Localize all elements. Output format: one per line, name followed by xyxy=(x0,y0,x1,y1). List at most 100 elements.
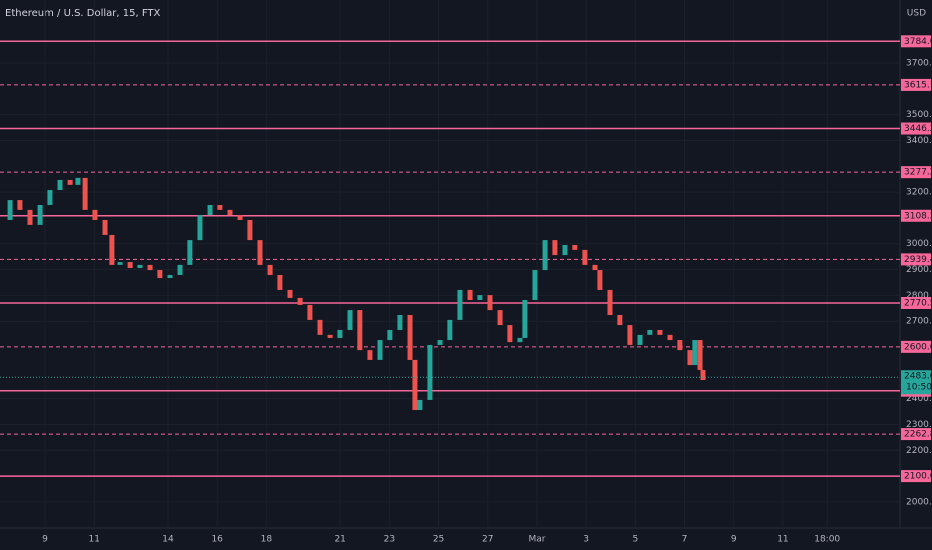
candle xyxy=(592,264,598,271)
x-tick-label: 25 xyxy=(433,535,444,545)
candle xyxy=(397,314,403,330)
level-label-box xyxy=(901,35,931,48)
countdown: 10:50 xyxy=(906,383,932,393)
level-label-box xyxy=(901,122,931,135)
chart-title: Ethereum / U.S. Dollar, 15, FTX xyxy=(5,8,161,19)
level-label-box xyxy=(901,78,931,91)
candle xyxy=(247,219,253,241)
candle xyxy=(117,262,123,265)
level-label: 2100.0 xyxy=(904,472,932,482)
candle xyxy=(109,234,115,265)
candle xyxy=(57,179,63,191)
candle xyxy=(477,295,483,301)
candle xyxy=(217,205,223,210)
candle xyxy=(287,289,293,298)
candle xyxy=(187,240,193,265)
level-label-box xyxy=(901,470,931,483)
level-label-box xyxy=(901,296,931,309)
candle xyxy=(347,310,353,330)
candle xyxy=(75,177,81,185)
candle xyxy=(387,329,393,341)
candle xyxy=(27,209,33,225)
candle xyxy=(542,240,548,271)
x-tick-label: 3 xyxy=(583,535,589,545)
level-label: 2262.8 xyxy=(904,430,932,440)
level-label: 3277.2 xyxy=(904,168,932,178)
candle xyxy=(227,209,233,216)
y-tick-label: 3400.0 xyxy=(906,136,932,146)
candle xyxy=(167,274,173,279)
candle xyxy=(700,369,706,381)
x-tick-label: 14 xyxy=(162,535,174,545)
x-tick-label: 16 xyxy=(211,535,223,545)
candle xyxy=(277,274,283,290)
candle xyxy=(337,329,343,338)
x-tick-label: 18 xyxy=(261,535,273,545)
y-tick-label: 2200.0 xyxy=(906,446,932,456)
x-tick-label: 5 xyxy=(632,535,638,545)
candle xyxy=(147,264,153,271)
candle xyxy=(367,350,373,360)
candle xyxy=(137,264,143,269)
level-label-box xyxy=(901,166,931,179)
candle xyxy=(517,337,523,343)
x-tick-label: 27 xyxy=(482,535,493,545)
candle xyxy=(607,289,613,315)
candle xyxy=(597,270,603,290)
candle xyxy=(427,344,433,400)
candle xyxy=(637,334,643,345)
level-label-box xyxy=(901,253,931,266)
candle xyxy=(562,245,568,256)
candle xyxy=(327,334,333,338)
candle xyxy=(377,340,383,360)
last-price-box xyxy=(901,370,931,395)
candle xyxy=(157,270,163,279)
candle xyxy=(67,179,73,185)
candle xyxy=(237,215,243,220)
x-tick-label: 21 xyxy=(334,535,345,545)
candle xyxy=(552,240,558,256)
y-tick-label: 3700.0 xyxy=(906,58,932,68)
y-tick-label: 3000.0 xyxy=(906,239,932,249)
candle xyxy=(697,340,703,370)
level-label: 2600.6 xyxy=(904,342,932,352)
candle xyxy=(487,295,493,311)
candle xyxy=(657,329,663,335)
candle xyxy=(407,314,413,360)
y-tick-label: 2300.0 xyxy=(906,420,932,430)
candle xyxy=(297,297,303,305)
candle xyxy=(572,245,578,250)
level-label: 2770.5 xyxy=(904,298,932,308)
level-label: 3446.2 xyxy=(904,124,932,134)
x-tick-label: 11 xyxy=(777,535,788,545)
level-label: 3784.0 xyxy=(904,37,932,47)
candle xyxy=(47,190,53,206)
candle xyxy=(532,270,538,301)
candle xyxy=(317,319,323,335)
candle xyxy=(522,300,528,338)
y-tick-label: 2700.0 xyxy=(906,317,932,327)
y-tick-label: 2400.0 xyxy=(906,394,932,404)
candle xyxy=(207,205,213,216)
x-tick-label: 23 xyxy=(384,535,395,545)
candle xyxy=(417,399,423,411)
y-tick-label: 2900.0 xyxy=(906,265,932,275)
level-label-box xyxy=(901,340,931,353)
y-tick-label: 2000.0 xyxy=(906,497,932,507)
currency: USD xyxy=(907,9,926,19)
candle xyxy=(92,209,98,220)
level-label-box xyxy=(901,209,931,222)
y-tick-label: 3500.0 xyxy=(906,110,932,120)
candle xyxy=(307,304,313,320)
x-tick-label: 9 xyxy=(42,535,48,545)
candle xyxy=(177,264,183,275)
candle xyxy=(627,325,633,345)
y-tick-label: 2800.0 xyxy=(906,291,932,301)
candle xyxy=(507,325,513,343)
candle xyxy=(647,329,653,335)
candle xyxy=(412,359,418,411)
level-label: 2939.4 xyxy=(904,255,932,265)
candle xyxy=(457,289,463,320)
candle xyxy=(82,177,88,210)
